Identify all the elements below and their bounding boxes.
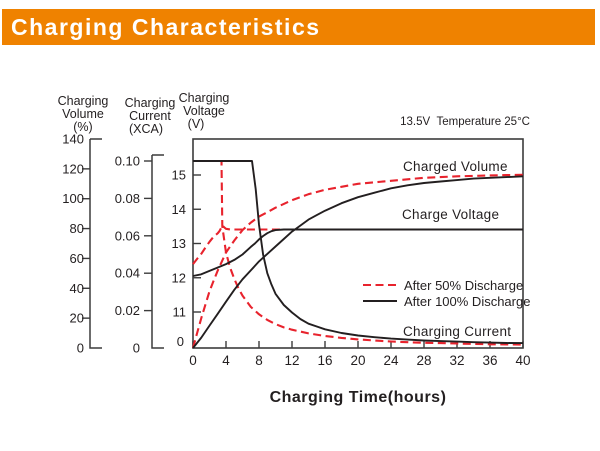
svg-text:16: 16: [317, 353, 332, 368]
svg-text:12: 12: [284, 353, 299, 368]
svg-text:11: 11: [173, 305, 187, 320]
series-curve: [192, 224, 523, 265]
svg-text:0.08: 0.08: [115, 191, 140, 206]
svg-text:15: 15: [172, 168, 186, 183]
svg-text:0: 0: [177, 334, 184, 349]
svg-text:36: 36: [482, 353, 497, 368]
svg-text:0.06: 0.06: [115, 228, 140, 243]
svg-text:0.04: 0.04: [115, 266, 140, 281]
curve-label-charge-voltage: Charge Voltage: [402, 207, 500, 222]
svg-text:32: 32: [449, 353, 464, 368]
svg-text:0: 0: [133, 341, 140, 356]
svg-text:40: 40: [70, 281, 84, 296]
y-axis-title-volume-text: Charging Volume: [57, 94, 109, 121]
y-axis-title-voltage: Charging Voltage (V): [171, 92, 237, 131]
series-curve: [193, 160, 524, 345]
mini-axis-current: [151, 154, 164, 349]
legend-item: After 50% Discharge: [363, 277, 530, 293]
legend-line-dashed-icon: [363, 283, 397, 287]
curve-label-charging-current: Charging Current: [403, 324, 512, 339]
svg-text:0: 0: [77, 341, 84, 356]
series-curve: [192, 173, 524, 349]
svg-text:40: 40: [515, 353, 530, 368]
y-axis-title-voltage-text: Charging Voltage: [178, 91, 230, 118]
legend-label: After 50% Discharge: [404, 277, 524, 293]
test-conditions-note: 13.5V Temperature 25°C: [400, 116, 530, 128]
y-axis-title-current-text: Charging Current: [124, 96, 176, 123]
chart-legend: After 50% Discharge After 100% Discharge: [363, 277, 530, 309]
svg-text:28: 28: [416, 353, 431, 368]
svg-text:4: 4: [222, 353, 230, 368]
svg-text:14: 14: [172, 202, 186, 217]
svg-text:0.10: 0.10: [115, 154, 140, 169]
svg-text:24: 24: [383, 353, 399, 368]
y-axis-title-current: Charging Current (XCA): [117, 97, 183, 136]
svg-text:0.02: 0.02: [115, 303, 140, 318]
svg-text:12: 12: [172, 270, 186, 285]
svg-text:100: 100: [62, 191, 84, 206]
svg-text:13: 13: [172, 236, 186, 251]
page-title: Charging Characteristics: [11, 14, 321, 40]
y-axis-unit-voltage: (V): [187, 117, 205, 131]
legend-line-solid-icon: [363, 299, 397, 303]
page-header: Charging Characteristics: [2, 9, 595, 45]
svg-text:20: 20: [70, 311, 84, 326]
svg-text:20: 20: [350, 353, 365, 368]
x-axis-title: Charging Time(hours): [269, 389, 447, 406]
svg-text:80: 80: [70, 221, 84, 236]
svg-text:60: 60: [70, 251, 84, 266]
y-axis-title-volume: Charging Volume (%): [50, 95, 116, 134]
curve-label-charged-volume: Charged Volume: [403, 159, 508, 174]
legend-label: After 100% Discharge: [404, 293, 531, 309]
y-axis-unit-current: (XCA): [128, 122, 164, 136]
svg-text:120: 120: [62, 161, 84, 176]
svg-text:0: 0: [189, 353, 197, 368]
y-axis-unit-volume: (%): [73, 120, 93, 134]
series-curve: [192, 228, 523, 277]
series-curve: [193, 159, 524, 346]
series-curve: [192, 175, 524, 349]
legend-item: After 100% Discharge: [363, 293, 530, 309]
svg-text:8: 8: [255, 353, 263, 368]
svg-text:140: 140: [62, 132, 84, 147]
mini-axis-volume: [89, 138, 102, 349]
